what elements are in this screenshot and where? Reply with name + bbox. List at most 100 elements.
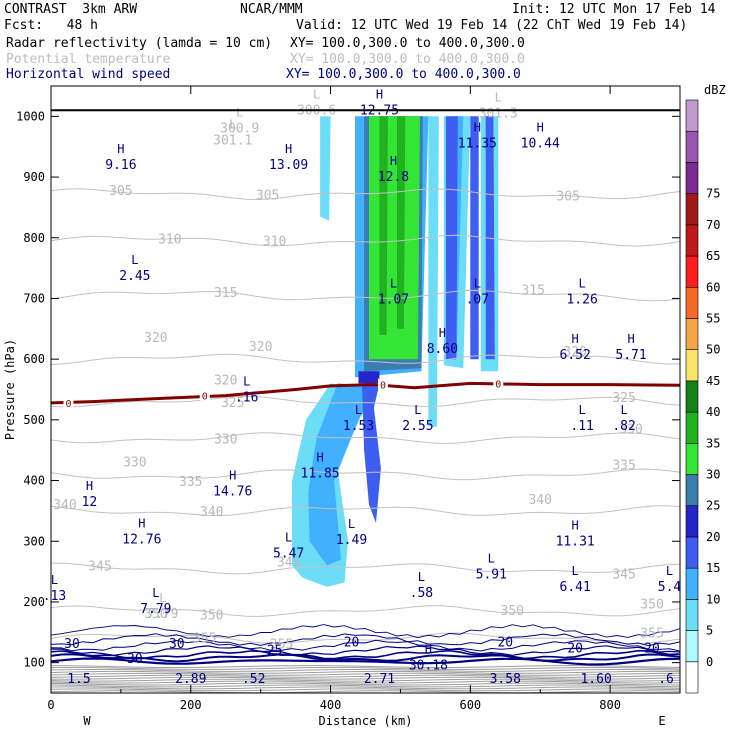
wind-extremum-type: L [418,570,425,584]
y-tick-label: 300 [23,534,45,548]
colorbar-label: 35 [706,436,720,450]
theta-contour-label: 330 [619,423,642,438]
wind-contour-label: 20 [344,635,360,650]
wind-extremum-type: H [285,142,292,156]
theta-contour-label: 355 [640,627,663,642]
theta-contour-label: 340 [528,493,551,508]
wind-extremum-value: 5.91 [476,568,507,583]
wind-extremum-type: L [414,403,421,417]
freezing-label-bg [493,377,504,389]
wind-extremum-type: H [316,450,323,464]
wind-extremum-type: H [117,142,124,156]
wind-extremum-type: L [152,586,159,600]
theta-extremum-value: 301.1 [213,134,252,149]
colorbar-swatch [685,224,699,257]
freezing-level-layer: 0 0 0 0 [51,377,680,410]
theta-contour-label: 340 [53,498,76,513]
y-tick-label: 500 [23,413,45,427]
wind-extremum-value: .58 [410,586,433,601]
plot-border [50,85,681,694]
upper-wind-contour [51,665,680,669]
colorbar-swatch [685,380,699,413]
wind-contour-label: 30 [127,652,143,667]
theta-contour-label: 345 [88,560,111,575]
colorbar-label: 5 [706,624,713,638]
field-2-xy: XY= 100.0,300.0 to 400.0,300.0 [290,52,525,67]
wind-contour-label: 30 [169,637,185,652]
wind-extremum-type: H [572,518,579,532]
reflectivity-region [428,116,439,428]
wind-contour-label: .52 [242,672,265,687]
colorbar-swatch [685,99,699,132]
wind-extremum-value: 1.49 [336,533,367,548]
colorbar-label: 10 [706,592,720,606]
wind-extremum-value: 30.18 [409,659,448,674]
reflectivity-region [358,371,380,384]
field-1-name: Radar reflectivity (lamda = 10 cm) [6,36,273,51]
wind-extremum-value: 10.44 [521,137,560,152]
wind-extremum-type: L [348,517,355,531]
wind-extremum-value: 5.47 [273,546,304,561]
theta-contour-label: 330 [214,432,237,447]
reflectivity-region [485,116,495,360]
freezing-level-label: 0 [65,399,71,410]
experiment-title: CONTRAST 3km ARW [4,2,138,17]
wind-extremum-type: H [537,121,544,135]
y-tick-label: 900 [23,170,45,184]
colorbar-swatch [685,349,699,382]
upper-wind-contour [51,680,680,684]
reflectivity-region [308,383,380,566]
colorbar-label: 0 [706,655,713,669]
valid-time: Valid: 12 UTC Wed 19 Feb 14 (22 ChT Wed … [296,18,688,33]
theta-contour-label: 305 [109,184,132,199]
wind-contour-label: 20 [644,641,660,656]
forecast-hour: Fcst: 48 h [4,18,98,33]
field-3-xy: XY= 100.0,300.0 to 400.0,300.0 [286,67,521,82]
wind-extremum-type: L [390,277,397,291]
wind-extremum-value: 9.16 [105,158,136,173]
colorbar: 0 5 10 15 20 25 30 35 40 45 50 55 60 65 70 75 dBZ [685,83,726,694]
institution-label: NCAR/MMM [240,2,303,17]
y-tick-label: 700 [23,291,45,305]
theta-contour [51,468,680,481]
y-tick-label: 200 [23,595,45,609]
upper-wind-contour [51,682,680,686]
field-3-name: Horizontal wind speed [6,67,171,82]
wind-contour-label: 2.71 [364,672,395,687]
wind-extremum-value: 2.45 [119,269,150,284]
wind-contour-label: 30 [64,637,80,652]
wind-extremum-value: .11 [570,419,593,434]
theta-contour [51,289,680,302]
theta-extremum-type: L [229,118,236,132]
theta-contour-label: 330 [123,455,146,470]
reflectivity-region [470,116,479,360]
wind-extremum-type: L [51,573,58,587]
upper-wind-contour [51,678,680,682]
theta-extremum-type: L [159,591,166,605]
colorbar-swatch [685,630,699,663]
reflectivity-region [369,116,420,360]
wind-extremum-type: L [620,403,627,417]
wind-extremum-type: L [131,253,138,267]
x-tick-label: 200 [180,698,202,712]
wind-extremum-type: H [474,121,481,135]
wind-extremum-type: L [243,374,250,388]
theta-contour-label: 310 [263,234,286,249]
theta-contour-label: 335 [612,458,635,473]
reflectivity-region [320,116,331,221]
upper-wind-contour [51,666,680,670]
theta-extremum-value: 7.79 [147,607,178,622]
wind-extremum-type: L [488,552,495,566]
colorbar-swatch [685,443,699,475]
wind-extremum-value: 11.35 [458,137,497,152]
colorbar-swatch [685,661,699,694]
upper-wind-contour [51,669,680,672]
wind-extremum-type: H [376,87,383,101]
wind-extremum-value: 5.71 [615,348,646,363]
y-tick-label: 600 [23,352,45,366]
x-axis-west-label: W [83,714,91,728]
theta-contour-label: 320 [144,331,167,346]
wind-extremum-type: H [390,154,397,168]
colorbar-swatch [685,130,699,163]
